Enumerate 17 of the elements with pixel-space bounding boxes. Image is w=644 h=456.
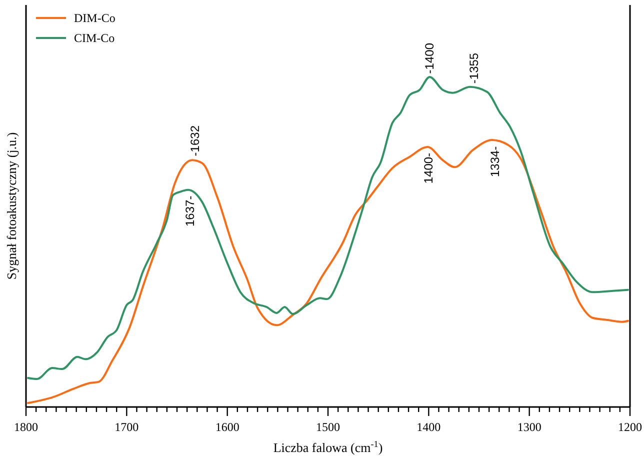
x-tick-label: 1200: [618, 420, 642, 434]
y-axis-title: Sygnał fotoakustyczny (j.u.): [4, 132, 19, 280]
annotation: 1637-: [183, 196, 198, 227]
annotation: 1334-: [488, 146, 502, 178]
x-tick-label: 1500: [316, 420, 340, 434]
legend-label: DIM-Co: [74, 11, 116, 25]
x-tick-label: 1700: [114, 420, 139, 434]
legend-label: CIM-Co: [74, 31, 115, 45]
x-tick-label: 1600: [215, 420, 240, 434]
annotation: 1400-: [422, 152, 436, 184]
x-tick-label: 1400: [416, 420, 441, 434]
annotation: -1355: [466, 52, 481, 84]
annotation: -1400: [422, 42, 437, 74]
annotation: -1632: [188, 125, 202, 156]
x-tick-label: 1300: [517, 420, 542, 434]
x-tick-label: 1800: [14, 420, 38, 434]
x-axis-title: Liczba falowa (cm$^{-1}$): [273, 439, 383, 455]
